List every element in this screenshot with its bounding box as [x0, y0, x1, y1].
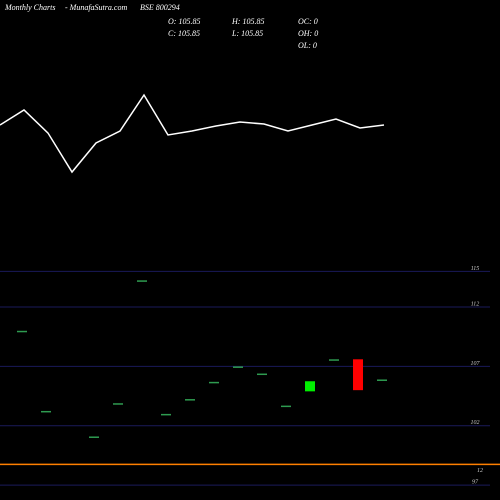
ohlc-label: O: 105.85 [168, 17, 200, 26]
candle-body [209, 381, 219, 384]
ohlc-label: OL: 0 [298, 41, 317, 50]
candle-body [41, 410, 51, 413]
candle-body [185, 399, 195, 401]
line [0, 93, 385, 174]
ohlc-label: C: 105.85 [168, 29, 200, 38]
candle-body [329, 359, 339, 361]
reference-label: 12 [477, 468, 483, 474]
y-tick-label: 107 [471, 361, 481, 367]
chart-title: Monthly Charts [4, 3, 55, 12]
candle-body [257, 373, 267, 376]
source: - MunafaSutra.com [65, 3, 127, 12]
candle-body [17, 330, 27, 333]
y-tick-label: 97 [472, 480, 479, 486]
ohlc-label: OC: 0 [298, 17, 318, 26]
candle-body [137, 280, 147, 282]
y-tick-label: 102 [471, 420, 480, 426]
candle-body [377, 379, 387, 381]
candle-body [161, 413, 171, 416]
candle-body [89, 436, 99, 438]
candle-body [233, 366, 243, 368]
y-tick-label: 112 [471, 301, 480, 307]
candle-body [353, 359, 363, 391]
ohlc-label: L: 105.85 [231, 29, 263, 38]
candle-body [113, 403, 123, 405]
candle-body [281, 405, 291, 408]
candle-body [305, 381, 315, 392]
ohlc-label: H: 105.85 [231, 17, 264, 26]
symbol: BSE 800294 [140, 3, 180, 12]
ohlc-label: OH: 0 [298, 29, 318, 38]
y-tick-label: 115 [471, 266, 480, 272]
